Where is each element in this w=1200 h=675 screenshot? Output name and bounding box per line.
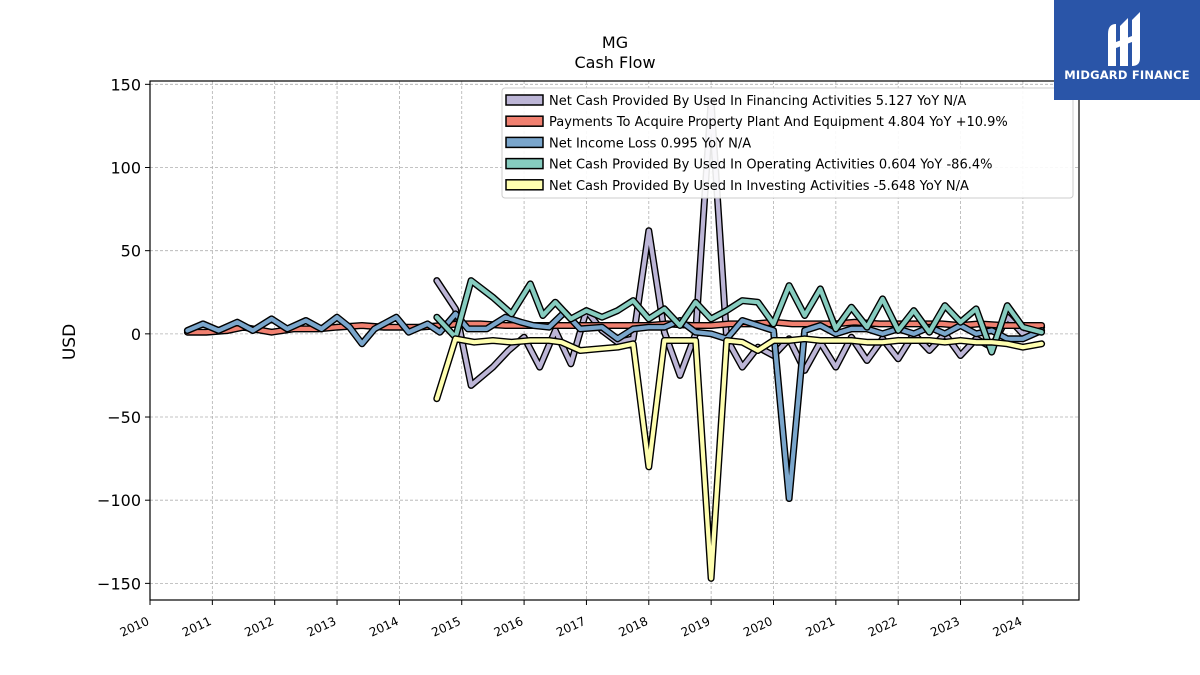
legend: Net Cash Provided By Used In Financing A… xyxy=(501,87,1074,199)
legend-swatch xyxy=(505,136,544,149)
y-axis-label: USD xyxy=(60,324,80,360)
legend-swatch xyxy=(505,115,544,127)
x-tick-label: 2013 xyxy=(305,614,339,640)
y-tick-label: 100 xyxy=(110,159,141,178)
x-tick-label: 2014 xyxy=(367,614,401,640)
plot-area-frame xyxy=(149,80,1080,601)
legend-swatch xyxy=(505,157,544,170)
x-tick-label: 2024 xyxy=(991,614,1025,640)
series-line-5 xyxy=(434,336,1044,581)
y-tick-label: −150 xyxy=(97,574,141,593)
y-axis: −150 −100 −50 0 50 100 150 xyxy=(97,75,150,593)
x-tick-label: 2023 xyxy=(928,614,962,640)
x-tick-label: 2010 xyxy=(118,614,152,640)
x-tick-label: 2015 xyxy=(429,614,463,640)
midgard-finance-logo: MIDGARD FINANCE xyxy=(1054,0,1200,100)
midgard-logo-icon xyxy=(1108,12,1140,66)
y-tick-label: 50 xyxy=(121,242,141,261)
x-tick-label: 2020 xyxy=(741,614,775,640)
y-tick-label: 0 xyxy=(131,325,141,344)
chart-subtitle: Cash Flow xyxy=(574,53,655,72)
legend-swatch xyxy=(505,94,544,106)
x-tick-label: 2012 xyxy=(242,614,276,640)
legend-swatch xyxy=(505,179,544,191)
chart-title: MG xyxy=(602,33,628,52)
x-tick-label: 2022 xyxy=(866,614,900,640)
y-tick-label: −50 xyxy=(107,408,141,427)
legend-label: Net Cash Provided By Used In Operating A… xyxy=(549,158,992,173)
x-tick-label: 2018 xyxy=(616,614,650,640)
y-tick-label: −100 xyxy=(97,491,141,510)
x-tick-label: 2011 xyxy=(180,614,214,640)
logo-text: MIDGARD FINANCE xyxy=(1064,68,1190,82)
x-tick-label: 2019 xyxy=(679,614,713,640)
x-axis: 2010 2011 2012 2013 2014 2015 2016 2017 2018 2019… xyxy=(118,600,1024,640)
x-tick-label: 2021 xyxy=(804,614,838,640)
series-line-4 xyxy=(434,278,1044,355)
legend-label: Net Income Loss 0.995 YoY N/A xyxy=(549,136,751,151)
x-tick-label: 2017 xyxy=(554,614,588,640)
legend-box xyxy=(501,87,1074,199)
legend-label: Net Cash Provided By Used In Investing A… xyxy=(549,179,969,194)
plot-lines xyxy=(183,97,1046,582)
legend-label: Net Cash Provided By Used In Financing A… xyxy=(549,94,966,109)
series-line-outline xyxy=(433,335,1046,582)
x-tick-label: 2016 xyxy=(492,614,526,640)
y-tick-label: 150 xyxy=(110,75,141,94)
legend-label: Payments To Acquire Property Plant And E… xyxy=(549,115,1008,130)
